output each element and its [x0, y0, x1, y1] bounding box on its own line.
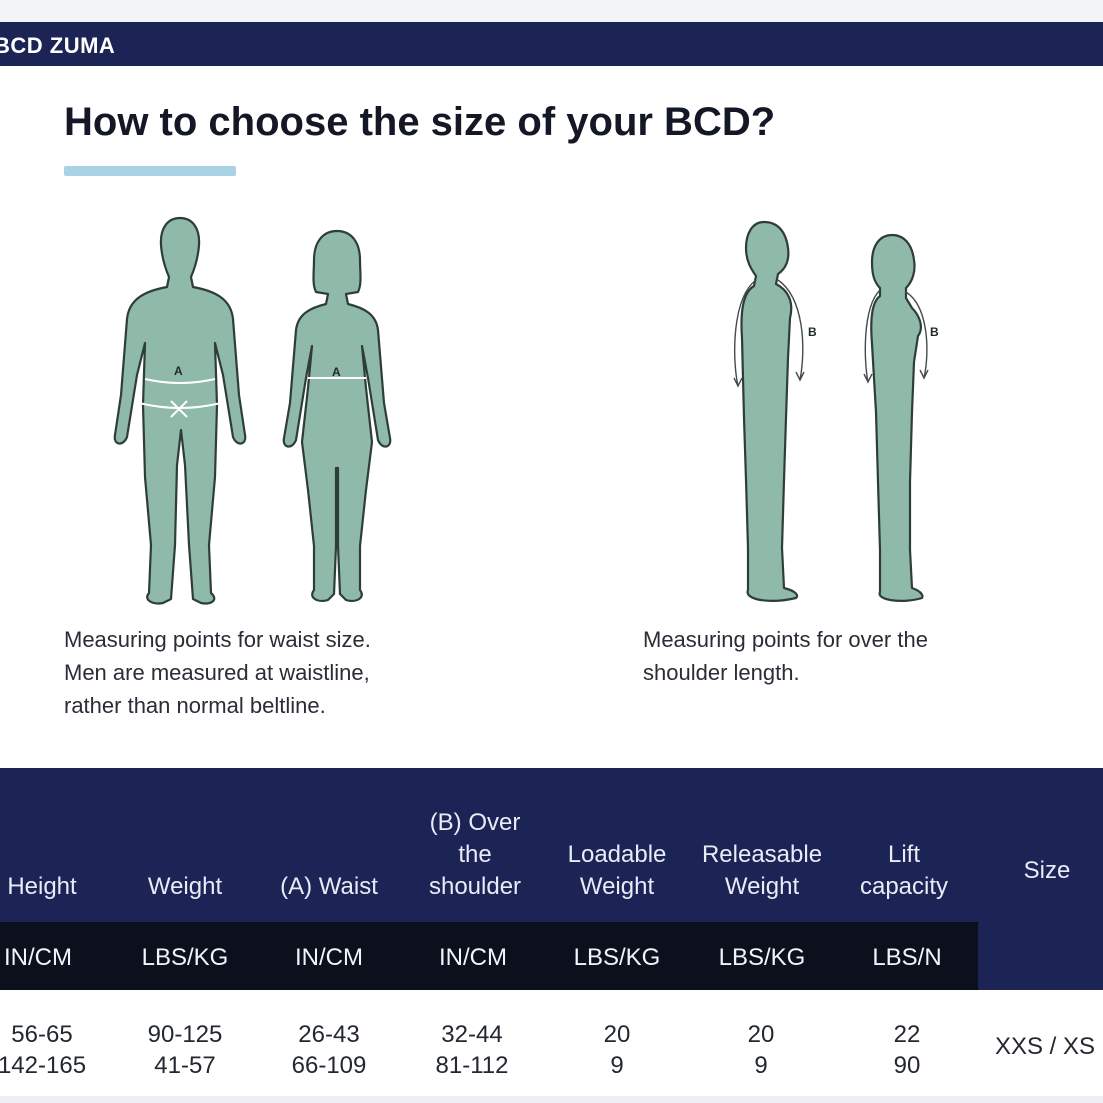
unit-lift-capacity: LBS/N — [872, 944, 942, 971]
window-top-strip — [0, 0, 1103, 22]
unit-loadable-weight: LBS/KG — [573, 944, 661, 971]
title-underline — [64, 166, 236, 176]
header-size: Size — [1023, 857, 1071, 884]
cell-loadable-weight: 20 9 — [603, 1021, 631, 1079]
shoulder-marker-male: B — [808, 325, 817, 339]
header-weight: Weight — [147, 873, 223, 900]
window-bottom-strip — [0, 1096, 1103, 1103]
female-side-figure: B — [862, 232, 962, 607]
brand-bar: BCD ZUMA — [0, 22, 1103, 66]
cell-over-the-shoulder: 32-44 81-112 — [435, 1021, 509, 1079]
cell-height: 56-65 142-165 — [0, 1021, 87, 1079]
unit-waist: IN/CM — [295, 944, 363, 971]
page-title: How to choose the size of your BCD? — [64, 100, 776, 144]
header-loadable-weight: Loadable Weight — [567, 841, 667, 900]
units-band — [0, 922, 978, 990]
header-lift-capacity: Lift capacity — [859, 841, 949, 900]
cell-weight: 90-125 41-57 — [147, 1021, 223, 1079]
header-over-the-shoulder: (B) Over the shoulder — [428, 809, 522, 900]
unit-over-the-shoulder: IN/CM — [439, 944, 507, 971]
waist-marker-female: A — [332, 365, 341, 379]
male-front-figure: A — [105, 215, 255, 610]
waist-caption: Measuring points for waist size. Men are… — [64, 627, 371, 718]
cell-releasable-weight: 20 9 — [747, 1021, 775, 1079]
shoulder-caption: Measuring points for over the shoulder l… — [643, 627, 928, 685]
unit-weight: LBS/KG — [141, 944, 229, 971]
header-releasable-weight: Releasable Weight — [701, 841, 823, 900]
brand-name: BCD ZUMA — [0, 33, 116, 58]
male-side-figure: B — [726, 218, 836, 608]
cell-size: XXS / XS — [994, 1033, 1096, 1060]
shoulder-marker-female: B — [930, 325, 939, 339]
unit-height: IN/CM — [4, 944, 72, 971]
female-front-figure: A — [272, 228, 402, 608]
header-height: Height — [7, 873, 77, 900]
waist-marker-male: A — [174, 364, 183, 378]
cell-waist: 26-43 66-109 — [291, 1021, 367, 1079]
header-waist: (A) Waist — [280, 873, 378, 900]
unit-releasable-weight: LBS/KG — [718, 944, 806, 971]
cell-lift-capacity: 22 90 — [893, 1021, 921, 1079]
